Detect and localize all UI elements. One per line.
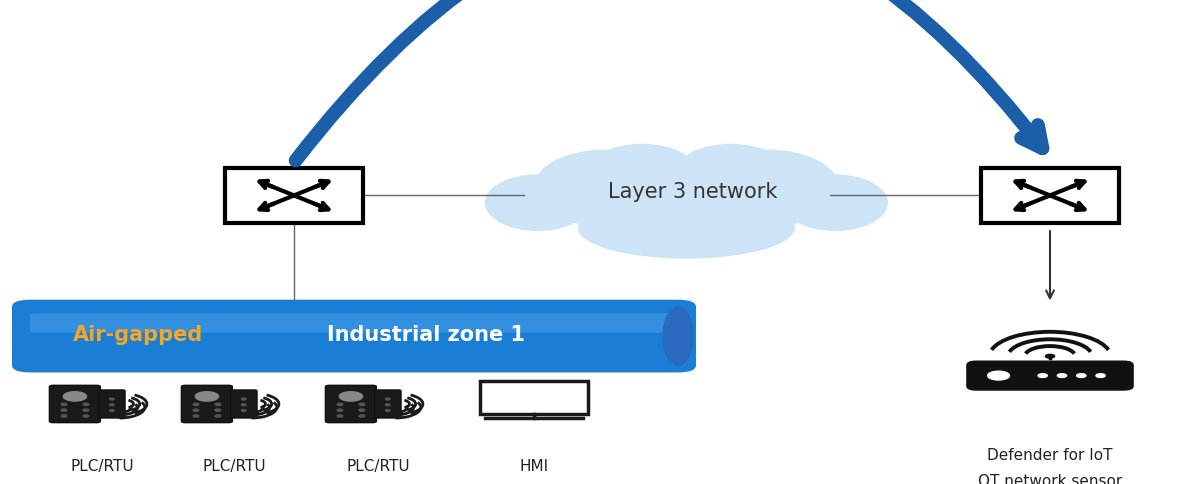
FancyBboxPatch shape [982,168,1120,224]
Circle shape [359,403,365,406]
FancyBboxPatch shape [480,381,588,414]
FancyBboxPatch shape [30,314,678,333]
Circle shape [1057,374,1067,378]
FancyBboxPatch shape [98,390,125,418]
Ellipse shape [486,176,589,231]
Text: Industrial zone 1: Industrial zone 1 [326,324,526,344]
Circle shape [359,409,365,411]
FancyBboxPatch shape [181,386,233,423]
Circle shape [83,403,89,406]
Circle shape [988,371,1009,380]
Text: PLC/RTU: PLC/RTU [70,458,134,473]
Circle shape [109,398,114,400]
Circle shape [385,410,390,411]
Text: HMI: HMI [520,458,548,473]
Text: Air-gapped: Air-gapped [73,324,203,344]
Ellipse shape [662,307,692,365]
Circle shape [337,415,343,417]
Circle shape [1076,374,1086,378]
Circle shape [241,410,246,411]
Circle shape [109,410,114,411]
Circle shape [241,398,246,400]
Circle shape [1096,374,1105,378]
FancyBboxPatch shape [967,362,1133,390]
FancyBboxPatch shape [325,386,377,423]
Text: Layer 3 network: Layer 3 network [607,181,778,201]
Circle shape [215,415,221,417]
FancyBboxPatch shape [12,300,696,373]
Circle shape [193,403,199,406]
Ellipse shape [586,145,697,203]
Ellipse shape [697,151,839,227]
Text: OT network sensor: OT network sensor [978,473,1122,484]
Ellipse shape [340,392,362,401]
Ellipse shape [196,392,218,401]
Text: PLC/RTU: PLC/RTU [202,458,266,473]
Ellipse shape [64,392,86,401]
Circle shape [61,403,67,406]
Circle shape [241,404,246,406]
FancyBboxPatch shape [374,390,401,418]
Circle shape [193,415,199,417]
Circle shape [1038,374,1048,378]
FancyBboxPatch shape [230,390,257,418]
FancyBboxPatch shape [226,168,364,224]
Circle shape [215,403,221,406]
Circle shape [61,415,67,417]
Circle shape [193,409,199,411]
Circle shape [61,409,67,411]
Circle shape [83,409,89,411]
Ellipse shape [589,160,784,247]
Circle shape [337,409,343,411]
Ellipse shape [534,151,676,227]
Text: PLC/RTU: PLC/RTU [346,458,410,473]
Circle shape [385,398,390,400]
Text: Defender for IoT: Defender for IoT [988,448,1112,462]
Circle shape [337,403,343,406]
Circle shape [109,404,114,406]
Ellipse shape [676,145,787,203]
Ellipse shape [784,176,887,231]
Ellipse shape [578,197,794,258]
Circle shape [385,404,390,406]
Circle shape [83,415,89,417]
Circle shape [359,415,365,417]
Circle shape [215,409,221,411]
FancyBboxPatch shape [49,386,101,423]
Circle shape [1045,355,1055,358]
